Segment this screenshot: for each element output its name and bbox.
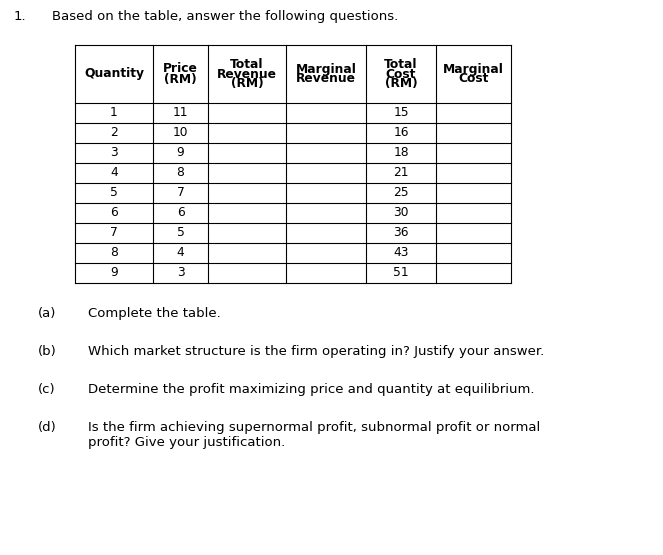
Text: 21: 21 [393, 166, 409, 179]
Text: 8: 8 [176, 166, 184, 179]
Text: Total: Total [230, 58, 264, 70]
Text: 10: 10 [173, 127, 188, 139]
Text: Cost: Cost [458, 73, 489, 85]
Text: 9: 9 [176, 147, 184, 159]
Text: 3: 3 [110, 147, 118, 159]
Text: 11: 11 [173, 107, 188, 119]
Text: Which market structure is the firm operating in? Justify your answer.: Which market structure is the firm opera… [88, 345, 544, 358]
Text: Based on the table, answer the following questions.: Based on the table, answer the following… [52, 10, 398, 23]
Text: Quantity: Quantity [84, 68, 144, 80]
Text: Is the firm achieving supernormal profit, subnormal profit or normal: Is the firm achieving supernormal profit… [88, 421, 540, 434]
Text: 5: 5 [110, 186, 118, 199]
Text: Determine the profit maximizing price and quantity at equilibrium.: Determine the profit maximizing price an… [88, 383, 534, 396]
Text: Revenue: Revenue [217, 68, 277, 80]
Text: 7: 7 [176, 186, 184, 199]
Text: 25: 25 [393, 186, 409, 199]
Text: (RM): (RM) [385, 78, 417, 90]
Text: 43: 43 [393, 246, 409, 260]
Text: 6: 6 [110, 206, 118, 219]
Text: 15: 15 [393, 107, 409, 119]
Text: 9: 9 [110, 266, 118, 280]
Text: 18: 18 [393, 147, 409, 159]
Text: 4: 4 [176, 246, 184, 260]
Text: (c): (c) [38, 383, 56, 396]
Text: Complete the table.: Complete the table. [88, 307, 221, 320]
Text: 51: 51 [393, 266, 409, 280]
Text: (a): (a) [38, 307, 56, 320]
Text: (RM): (RM) [164, 73, 197, 85]
Text: profit? Give your justification.: profit? Give your justification. [88, 436, 285, 449]
Text: Total: Total [385, 58, 418, 70]
Text: 30: 30 [393, 206, 409, 219]
Text: Cost: Cost [386, 68, 416, 80]
Text: 3: 3 [176, 266, 184, 280]
Text: 1: 1 [110, 107, 118, 119]
Text: 5: 5 [176, 226, 184, 240]
Text: Price: Price [163, 63, 198, 75]
Text: 2: 2 [110, 127, 118, 139]
Text: Revenue: Revenue [296, 73, 356, 85]
Text: (b): (b) [38, 345, 57, 358]
Text: Marginal: Marginal [443, 63, 504, 75]
Text: 7: 7 [110, 226, 118, 240]
Text: 6: 6 [176, 206, 184, 219]
Text: (d): (d) [38, 421, 57, 434]
Text: 16: 16 [393, 127, 409, 139]
Text: 1.: 1. [14, 10, 27, 23]
Text: 8: 8 [110, 246, 118, 260]
Text: 4: 4 [110, 166, 118, 179]
Text: (RM): (RM) [231, 78, 263, 90]
Text: Marginal: Marginal [296, 63, 357, 75]
Text: 36: 36 [393, 226, 409, 240]
